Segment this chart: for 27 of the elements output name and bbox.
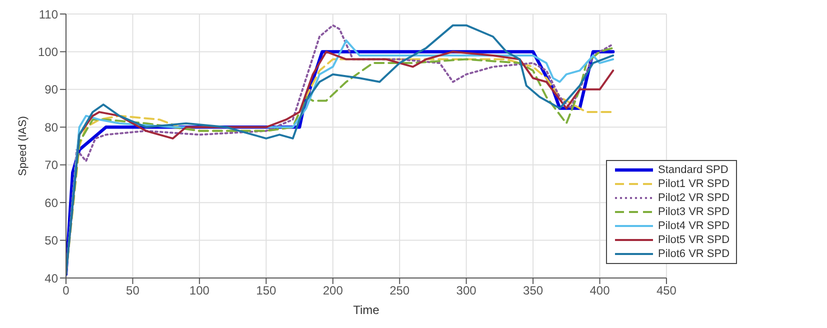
legend-label: Pilot4 VR SPD <box>658 220 730 232</box>
x-tick-label: 0 <box>62 284 70 298</box>
x-tick-label: 150 <box>256 284 276 298</box>
y-tick-label: 80 <box>44 120 58 134</box>
legend-label: Pilot5 VR SPD <box>658 234 730 246</box>
legend-label: Pilot2 VR SPD <box>658 192 730 204</box>
legend-label: Pilot6 VR SPD <box>658 248 730 260</box>
x-axis-title: Time <box>353 303 380 317</box>
x-tick-label: 200 <box>322 284 344 298</box>
y-tick-label: 50 <box>44 234 58 248</box>
y-tick-label: 60 <box>44 196 58 210</box>
y-tick-label: 70 <box>44 158 58 172</box>
legend-label: Pilot1 VR SPD <box>658 178 730 190</box>
x-tick-label: 350 <box>523 284 544 298</box>
y-tick-label: 110 <box>38 7 58 22</box>
x-tick-label: 50 <box>126 284 140 298</box>
x-tick-label: 250 <box>390 284 410 298</box>
x-tick-label: 450 <box>656 284 677 298</box>
y-axis-title: Speed (IAS) <box>16 116 29 176</box>
x-tick-label: 100 <box>189 284 210 298</box>
y-tick-label: 90 <box>44 82 58 97</box>
y-tick-label: 100 <box>38 44 58 59</box>
x-tick-label: 400 <box>590 284 610 298</box>
legend-label: Standard SPD <box>658 164 728 176</box>
x-tick-label: 300 <box>456 284 477 298</box>
legend-label: Pilot3 VR SPD <box>658 206 730 218</box>
y-tick-label: 40 <box>44 271 58 286</box>
